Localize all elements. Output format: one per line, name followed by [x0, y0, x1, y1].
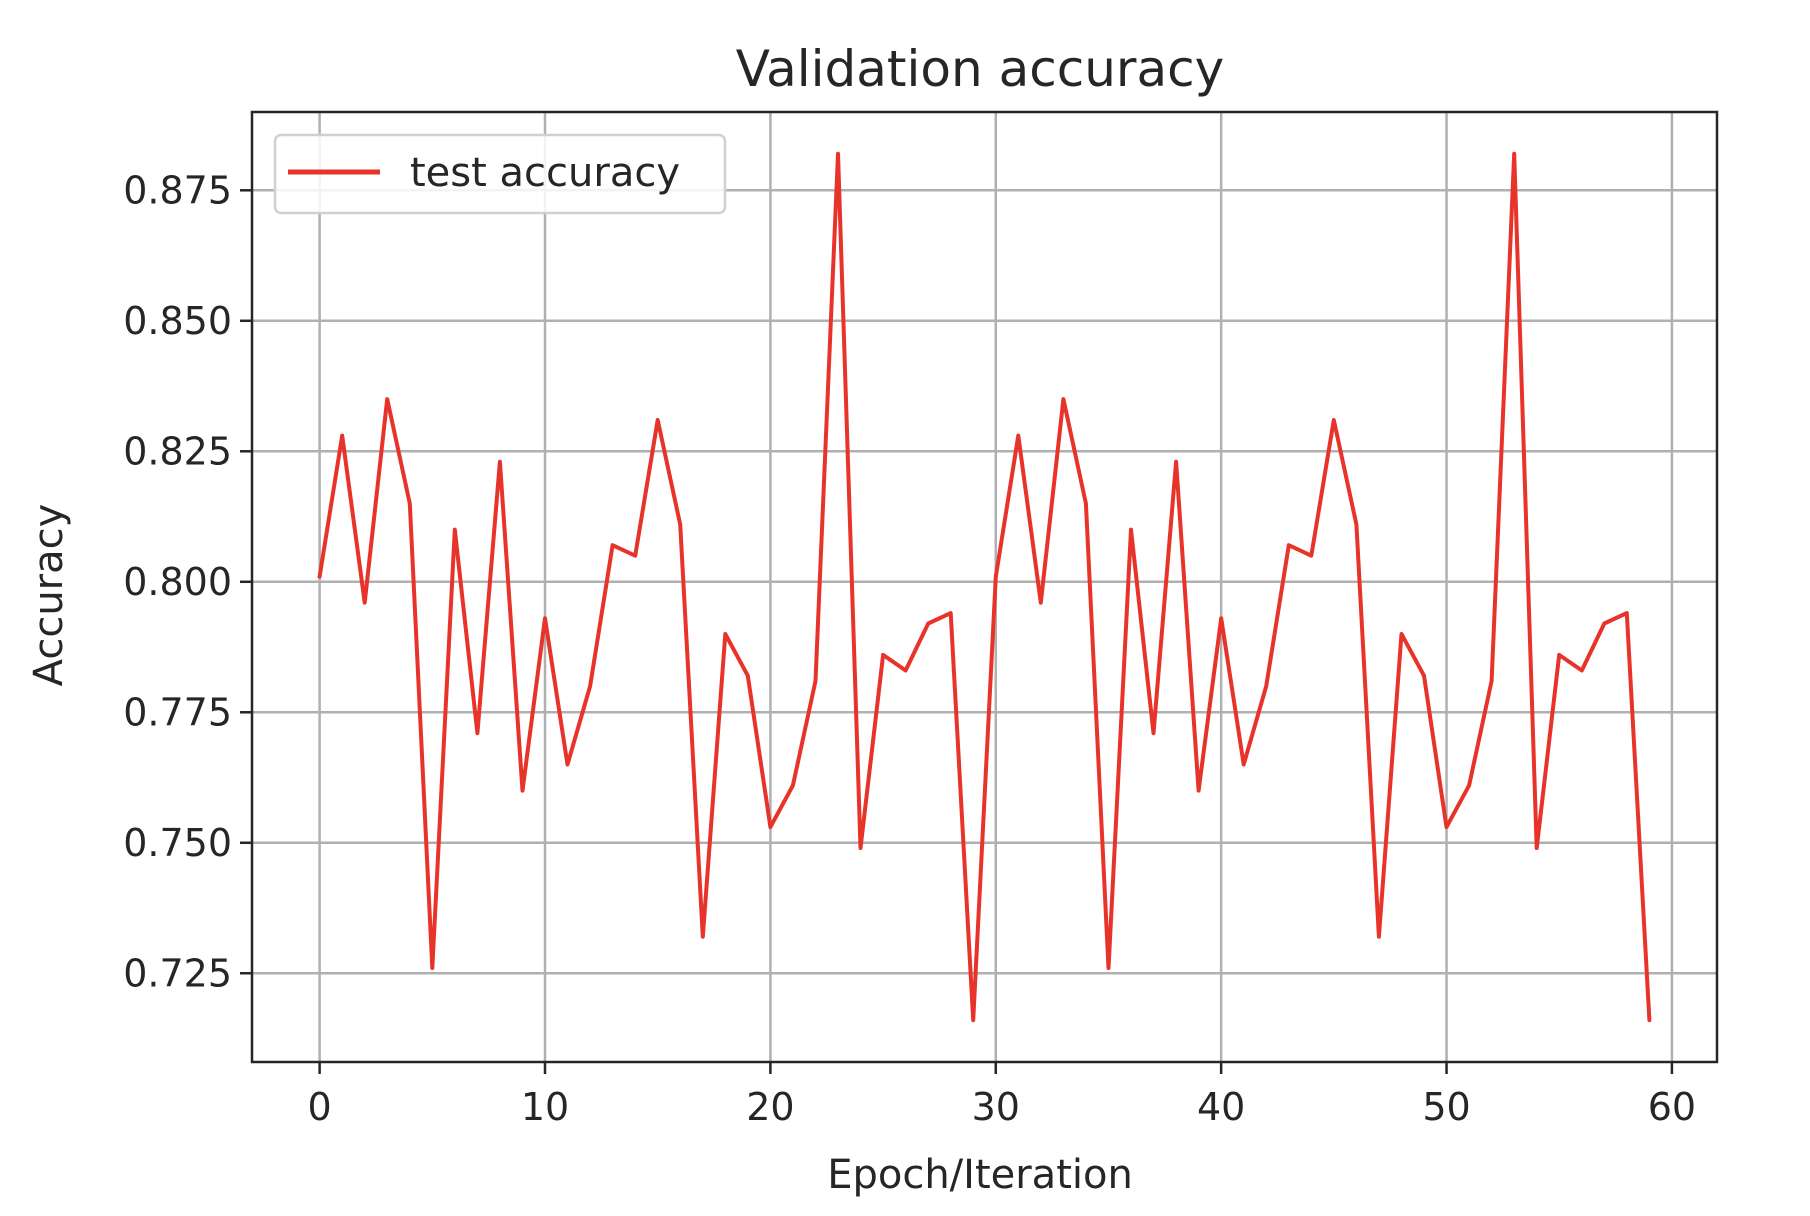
- y-axis-label: Accuracy: [26, 504, 72, 687]
- data-point: [1107, 966, 1111, 970]
- series-line: [317, 151, 1652, 1023]
- data-point: [1535, 846, 1539, 850]
- data-point: [1061, 397, 1065, 401]
- data-point: [1580, 669, 1584, 673]
- legend: test accuracy: [273, 133, 727, 215]
- data-point: [1602, 622, 1606, 626]
- data-point: [1084, 502, 1088, 506]
- data-point: [836, 152, 840, 156]
- data-point: [678, 522, 682, 526]
- y-tick-label: 0.800: [123, 560, 232, 604]
- data-point: [498, 460, 502, 464]
- data-point: [1377, 935, 1381, 939]
- data-point: [475, 731, 479, 735]
- y-tick-label: 0.825: [123, 429, 232, 473]
- data-point: [318, 575, 322, 579]
- data-point: [1309, 554, 1313, 558]
- data-point: [791, 783, 795, 787]
- x-tick-label: 10: [521, 1085, 569, 1129]
- x-tick-label: 40: [1197, 1085, 1245, 1129]
- x-tick-label: 30: [972, 1085, 1020, 1129]
- data-point: [1332, 418, 1336, 422]
- data-point: [1445, 825, 1449, 829]
- series-layer: [317, 151, 1652, 1023]
- data-point: [1174, 460, 1178, 464]
- data-point: [1400, 632, 1404, 636]
- data-point: [814, 679, 818, 683]
- data-point: [1242, 763, 1246, 767]
- y-tick-label: 0.750: [123, 821, 232, 865]
- y-tick-label: 0.725: [123, 951, 232, 995]
- data-point: [1490, 679, 1494, 683]
- data-point: [1467, 783, 1471, 787]
- x-tick-label: 20: [746, 1085, 794, 1129]
- data-point: [1557, 653, 1561, 657]
- x-axis-ticks: 0 10 20 30 40 50 60: [308, 1062, 1696, 1129]
- data-point: [1129, 528, 1133, 532]
- x-tick-label: 50: [1422, 1085, 1470, 1129]
- y-tick-label: 0.875: [123, 168, 232, 212]
- data-point: [611, 543, 615, 547]
- data-point: [1354, 522, 1358, 526]
- data-point: [521, 789, 525, 793]
- data-point: [1219, 616, 1223, 620]
- data-point: [1264, 684, 1268, 688]
- data-point: [994, 575, 998, 579]
- data-point: [926, 622, 930, 626]
- data-point: [971, 1018, 975, 1022]
- data-point: [1039, 601, 1043, 605]
- data-point: [340, 434, 344, 438]
- data-point: [1647, 1018, 1651, 1022]
- data-point: [768, 825, 772, 829]
- data-point: [1625, 611, 1629, 615]
- plot-frame: [250, 110, 1719, 1064]
- data-point: [1152, 731, 1156, 735]
- data-point: [1197, 789, 1201, 793]
- data-point: [656, 418, 660, 422]
- data-point: [746, 674, 750, 678]
- data-point: [1512, 152, 1516, 156]
- data-point: [723, 632, 727, 636]
- data-point: [949, 611, 953, 615]
- data-point: [363, 601, 367, 605]
- data-point: [1422, 674, 1426, 678]
- data-point: [881, 653, 885, 657]
- data-point: [701, 935, 705, 939]
- legend-label: test accuracy: [410, 150, 680, 196]
- y-tick-label: 0.850: [123, 299, 232, 343]
- chart-title: Validation accuracy: [736, 40, 1224, 98]
- data-point: [408, 502, 412, 506]
- data-point: [904, 669, 908, 673]
- data-point: [385, 397, 389, 401]
- x-tick-label: 0: [308, 1085, 332, 1129]
- grid-lines: [252, 112, 1717, 1062]
- y-axis-ticks: 0.725 0.750 0.775 0.800 0.825 0.850 0.875: [123, 168, 252, 995]
- data-point: [1287, 543, 1291, 547]
- data-point: [1016, 434, 1020, 438]
- data-point: [588, 684, 592, 688]
- legend-box: [273, 133, 727, 215]
- data-point: [430, 966, 434, 970]
- y-tick-label: 0.775: [123, 690, 232, 734]
- x-tick-label: 60: [1648, 1085, 1696, 1129]
- data-point: [543, 616, 547, 620]
- data-point: [859, 846, 863, 850]
- data-point: [566, 763, 570, 767]
- x-axis-label: Epoch/Iteration: [827, 1152, 1133, 1198]
- data-point: [633, 554, 637, 558]
- data-point: [453, 528, 457, 532]
